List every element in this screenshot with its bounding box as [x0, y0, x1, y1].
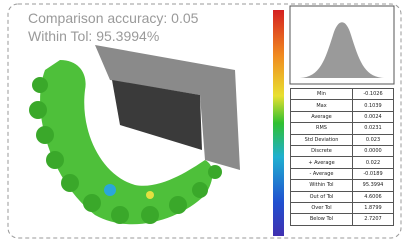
stats-row: - Average-0.0189: [291, 168, 394, 179]
stat-value: -0.1026: [352, 89, 393, 100]
stat-label: Max: [291, 100, 353, 111]
stat-value: 0.0231: [352, 123, 393, 134]
stat-label: Min: [291, 89, 353, 100]
stat-value: 2.7207: [352, 214, 393, 225]
stat-value: -0.0189: [352, 168, 393, 179]
dental-model: [29, 45, 240, 224]
stat-value: 0.0024: [352, 111, 393, 122]
stat-value: 95.3994: [352, 180, 393, 191]
stat-value: 0.1039: [352, 100, 393, 111]
stat-value: 0.0000: [352, 145, 393, 156]
stat-label: - Average: [291, 168, 353, 179]
stats-row: Min-0.1026: [291, 89, 394, 100]
stat-value: 0.023: [352, 134, 393, 145]
color-scale: [273, 10, 284, 236]
stat-label: Within Tol: [291, 180, 353, 191]
stat-label: Out of Tol: [291, 191, 353, 202]
stat-label: Std Deviation: [291, 134, 353, 145]
stat-label: Below Tol: [291, 214, 353, 225]
stat-label: Over Tol: [291, 202, 353, 213]
accuracy-text: Comparison accuracy: 0.05: [28, 10, 198, 26]
stat-value: 1.8799: [352, 202, 393, 213]
stat-value: 4.6006: [352, 191, 393, 202]
screenshot: Comparison accuracy: 0.05 Within Tol: 95…: [0, 0, 406, 242]
stat-label: RMS: [291, 123, 353, 134]
stat-label: Average: [291, 111, 353, 122]
within-tol-text: Within Tol: 95.3994%: [28, 28, 159, 44]
stat-value: 0.022: [352, 157, 393, 168]
stat-label: Discrete: [291, 145, 353, 156]
stat-label: + Average: [291, 157, 353, 168]
